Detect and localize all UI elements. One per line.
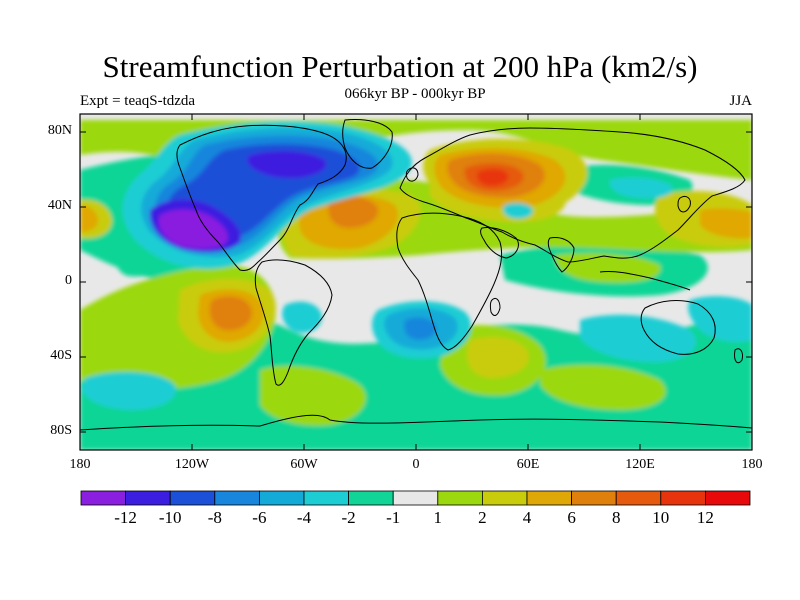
colorbar-box — [348, 490, 394, 506]
colorbar-label: 6 — [567, 508, 576, 527]
colorbar-box — [80, 490, 126, 506]
y-tick-label-80s: 80S — [50, 423, 72, 438]
colorbar-label: 8 — [611, 508, 621, 527]
colorbar-box — [258, 490, 305, 506]
contour-pos4-npac — [700, 208, 752, 239]
x-tick-label-60e: 60E — [516, 457, 540, 472]
colorbar-box — [125, 490, 171, 506]
x-tick-label-120w: 120W — [174, 457, 210, 472]
y-tick-label-40n: 40N — [47, 198, 72, 213]
indonesia-outline — [599, 271, 691, 291]
coastlines — [80, 119, 752, 431]
colorbar-box — [571, 490, 617, 506]
contour-pos12-eur — [477, 168, 509, 186]
colorbar-label: -8 — [207, 508, 222, 527]
uk-outline — [405, 167, 419, 182]
axis-ticks — [80, 114, 752, 450]
contour-neg2-casp — [502, 202, 533, 219]
contour-neg2-south-pac — [82, 371, 176, 410]
x-tick-label-180-right: 180 — [741, 457, 763, 472]
y-tick-label-40s: 40S — [50, 348, 72, 363]
madagascar-outline — [489, 297, 501, 316]
contour-neg6-satl — [404, 317, 437, 340]
contour-neg1-wpac — [117, 255, 162, 277]
x-tick-label-180-left: 180 — [69, 457, 91, 472]
experiment-label: Expt = teaqS-tdzda — [80, 93, 196, 109]
colorbar-box — [615, 490, 662, 506]
colorbar-box — [526, 490, 572, 506]
x-tick-label-120e: 120E — [625, 457, 655, 472]
contour-pos4-wpac — [80, 205, 98, 232]
europe-asia-outline — [399, 127, 746, 263]
colorbar-box — [437, 490, 483, 506]
plot-title: Streamfunction Perturbation at 200 hPa (… — [102, 49, 698, 84]
x-tick-label-60w: 60W — [290, 457, 318, 472]
colorbar-box — [705, 490, 751, 506]
colorbar-label: -12 — [114, 508, 137, 527]
colorbar-label: -2 — [341, 508, 356, 527]
africa-outline — [396, 212, 503, 351]
colorbar-label: 12 — [696, 508, 714, 527]
colorbar-label: 1 — [433, 508, 443, 527]
contour-neg10-hudson — [247, 150, 327, 179]
australia-outline — [640, 300, 716, 355]
colorbar-label: 4 — [522, 508, 532, 527]
contour-pos8-sepac — [209, 296, 252, 331]
new-zealand-outline — [734, 348, 743, 364]
x-tick-label-0: 0 — [412, 457, 420, 472]
india-outline — [547, 237, 575, 273]
colorbar-box — [660, 490, 706, 506]
y-tick-label-80n: 80N — [47, 123, 72, 138]
colorbar-box — [392, 490, 439, 506]
colorbar-label: 10 — [652, 508, 670, 527]
contour-pos1-sam — [260, 365, 366, 426]
y-tick-label-0: 0 — [65, 273, 72, 288]
colorbar-box — [303, 490, 349, 506]
colorbar-label: -1 — [386, 508, 401, 527]
season-label: JJA — [729, 93, 752, 109]
colorbar-label: 2 — [478, 508, 487, 527]
colorbar-label: -4 — [296, 508, 312, 527]
contour-neg12-na — [158, 209, 228, 249]
colorbar — [80, 490, 751, 506]
colorbar-label: -6 — [252, 508, 267, 527]
contour-pos8-atl — [328, 196, 379, 228]
south-america-outline — [254, 259, 333, 386]
contour-field — [80, 114, 752, 450]
contour-neg2-asia — [609, 177, 673, 199]
colorbar-box — [481, 490, 528, 506]
north-america-outline — [176, 124, 347, 271]
contour-neg2-sepac-high — [282, 301, 323, 333]
contour-pos1-aus — [540, 364, 666, 410]
antarctica-outline — [80, 414, 752, 431]
greenland-outline — [342, 119, 393, 169]
colorbar-box — [214, 490, 260, 506]
japan-outline — [677, 195, 691, 213]
contour-pos2-sio — [466, 336, 529, 378]
plot-subtitle: 066kyr BP - 000kyr BP — [344, 86, 486, 102]
colorbar-box — [169, 490, 216, 506]
arabia-outline — [480, 227, 519, 259]
colorbar-label: -10 — [158, 508, 182, 527]
